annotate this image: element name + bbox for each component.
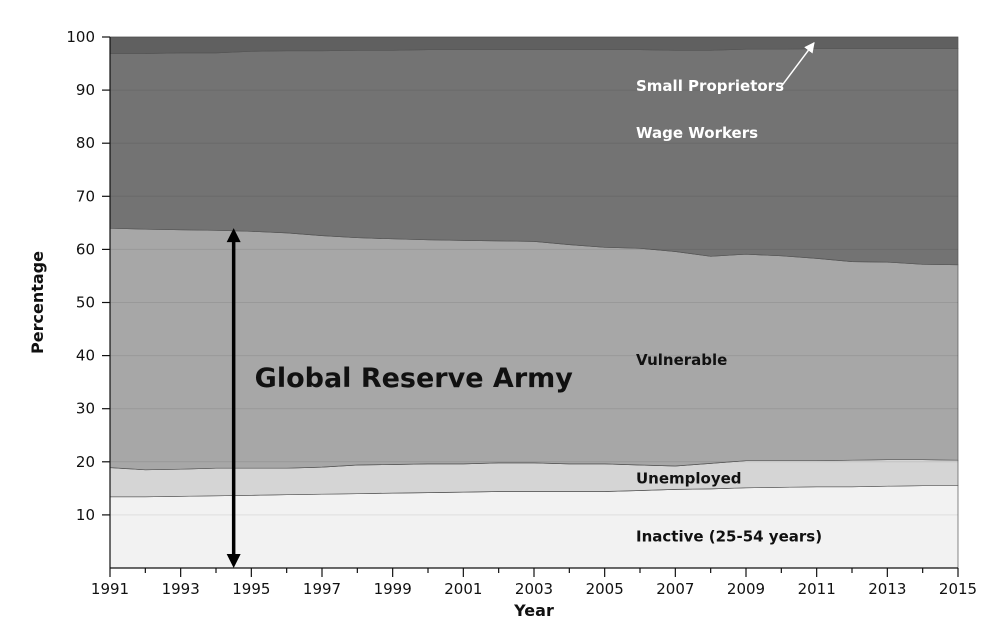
small-proprietors-pointer-arrow	[780, 42, 815, 88]
x-tick-label: 1991	[91, 580, 129, 598]
x-tick-label: 2013	[868, 580, 906, 598]
x-tick-label: 2011	[798, 580, 836, 598]
series-label-vulnerable: Vulnerable	[636, 351, 727, 369]
y-tick-label: 80	[76, 134, 95, 152]
series-label-small-proprietors: Small Proprietors	[636, 77, 784, 95]
annotation-group: Global Reserve Army	[226, 228, 574, 568]
gridlines	[110, 36, 958, 516]
series-label-inactive-25-54-years: Inactive (25-54 years)	[636, 528, 822, 546]
series-label-wage-workers: Wage Workers	[636, 124, 758, 142]
y-tick-label: 40	[76, 347, 95, 365]
x-tick-label: 2015	[939, 580, 977, 598]
series-label-unemployed: Unemployed	[636, 470, 742, 488]
global-reserve-army-label: Global Reserve Army	[255, 363, 574, 394]
area-series-group	[109, 36, 959, 569]
x-tick-label: 1993	[162, 580, 200, 598]
reserve-army-arrowhead-bottom	[226, 554, 241, 568]
y-tick-label: 30	[76, 400, 95, 418]
series-labels: Inactive (25-54 years) Unemployed Vulnerab…	[636, 42, 822, 546]
y-tick-label: 90	[76, 81, 95, 99]
x-tick-label: 2009	[727, 580, 765, 598]
y-tick-label: 60	[76, 240, 95, 258]
y-tick-label: 70	[76, 187, 95, 205]
x-axis-title: Year	[513, 601, 554, 620]
x-tick-label: 1995	[232, 580, 270, 598]
x-tick-label: 2007	[656, 580, 694, 598]
reserve-army-arrowhead-top	[226, 228, 241, 243]
x-tick-label: 2001	[444, 580, 482, 598]
x-tick-label: 1999	[374, 580, 412, 598]
y-axis-tick-labels: 10 20 30 40 50 60 70 80 90 100	[66, 28, 110, 524]
y-tick-label: 10	[76, 506, 95, 524]
x-tick-label: 1997	[303, 580, 341, 598]
area-vulnerable	[109, 227, 959, 471]
y-tick-label: 100	[66, 28, 95, 46]
y-tick-label: 20	[76, 453, 95, 471]
x-tick-label: 2003	[515, 580, 553, 598]
x-axis-tick-labels: 1991 1993 1995 1997 1999 2001 2003 2005 2007 2009…	[91, 568, 977, 598]
y-tick-label: 50	[76, 294, 95, 312]
y-axis-title: Percentage	[28, 251, 47, 354]
x-tick-label: 2005	[586, 580, 624, 598]
area-small-proprietors	[109, 36, 959, 54]
